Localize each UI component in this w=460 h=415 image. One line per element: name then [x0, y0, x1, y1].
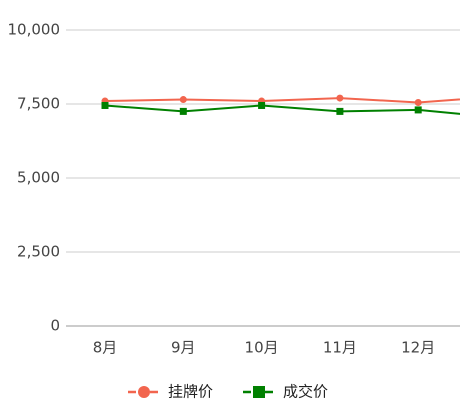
series-line — [104, 97, 460, 104]
point-marker — [336, 107, 344, 115]
legend-marker — [138, 386, 150, 398]
x-tick-label: 11月 — [323, 339, 357, 357]
y-tick-label: 7,500 — [17, 95, 60, 113]
legend-label: 挂牌价 — [168, 383, 213, 401]
legend-label: 成交价 — [283, 383, 328, 401]
x-tick-label: 10月 — [245, 339, 279, 357]
point-marker — [414, 99, 422, 107]
point-marker — [414, 106, 422, 114]
x-tick-label: 8月 — [93, 339, 118, 357]
point-marker — [336, 94, 344, 102]
x-tick-label: 12月 — [401, 339, 435, 357]
legend-marker — [253, 386, 265, 398]
y-tick-label: 5,000 — [17, 169, 60, 187]
point-marker — [179, 107, 187, 115]
point-marker — [258, 101, 266, 109]
y-tick-label: 10,000 — [8, 21, 61, 39]
x-tick-label: 9月 — [171, 339, 196, 357]
y-tick-label: 0 — [50, 317, 60, 335]
series-line — [104, 104, 460, 115]
point-marker — [179, 96, 187, 104]
y-tick-label: 2,500 — [17, 243, 60, 261]
point-marker — [101, 101, 109, 109]
